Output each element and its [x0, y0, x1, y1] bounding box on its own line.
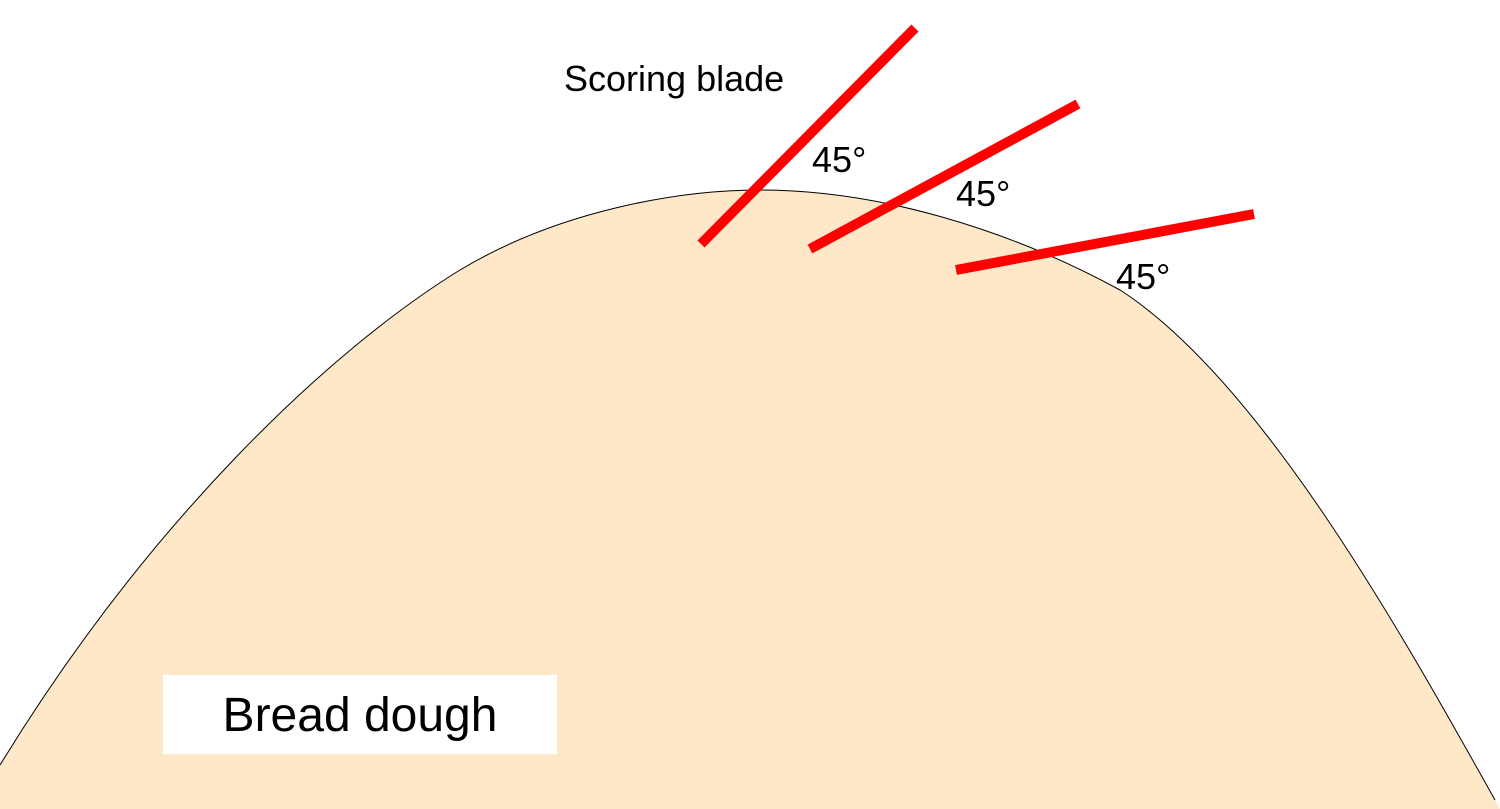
angle-label-3: 45° [1116, 256, 1170, 297]
dough-shape [0, 190, 1500, 809]
scoring-blade-3 [955, 209, 1255, 275]
dough-label-box [163, 675, 557, 754]
angle-label-2: 45° [956, 173, 1010, 214]
blade-label: Scoring blade [564, 58, 784, 99]
scoring-blade-2 [807, 99, 1081, 254]
scoring-blade-1 [697, 24, 919, 248]
dough-label: Bread dough [223, 689, 498, 742]
angle-label-1: 45° [812, 139, 866, 180]
